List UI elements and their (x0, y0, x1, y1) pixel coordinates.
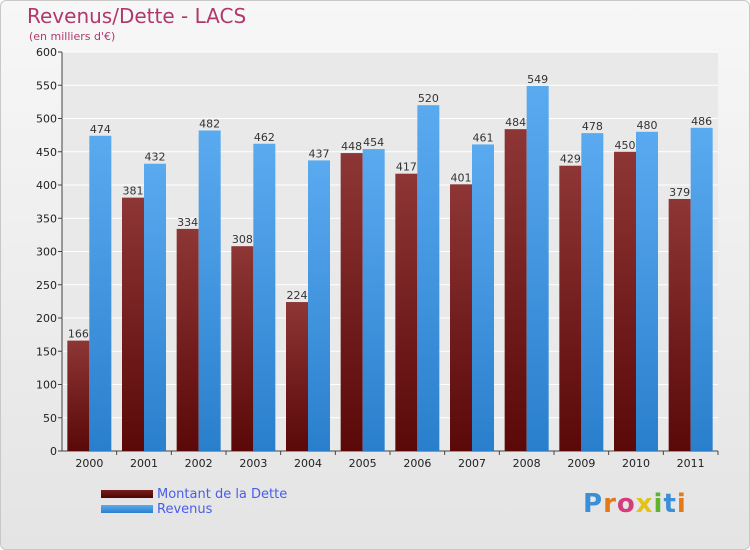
bar-revenus (253, 143, 276, 451)
data-label: 549 (527, 73, 548, 86)
logo-letter: P (583, 489, 604, 519)
logo-letter: t (663, 489, 677, 519)
data-label: 480 (637, 119, 658, 132)
data-label: 429 (560, 153, 581, 166)
data-label: 450 (615, 139, 636, 152)
logo-letter: r (603, 489, 617, 519)
bar-dette (450, 184, 472, 451)
bar-revenus (198, 130, 221, 451)
bar-dette (614, 151, 636, 451)
bar-revenus (144, 163, 166, 451)
data-label: 334 (177, 216, 198, 229)
bar-revenus (526, 85, 549, 451)
logo-letter: x (635, 489, 654, 519)
x-tick-label: 2005 (349, 457, 377, 470)
data-label: 478 (582, 120, 603, 133)
x-tick-label: 2007 (458, 457, 486, 470)
bar-revenus (308, 160, 330, 451)
legend-label-revenus: Revenus (157, 502, 213, 517)
x-tick-label: 2006 (403, 457, 431, 470)
x-tick-label: 2008 (513, 457, 541, 470)
data-label: 437 (309, 147, 330, 160)
data-label: 482 (199, 117, 220, 130)
data-label: 462 (254, 131, 275, 144)
legend-swatch-revenus (101, 505, 153, 513)
bar-revenus (472, 144, 494, 451)
data-label: 461 (473, 131, 494, 144)
y-tick-label: 600 (36, 46, 57, 59)
bar-dette (504, 129, 527, 451)
data-label: 224 (287, 289, 308, 302)
legend-label-dette: Montant de la Dette (157, 487, 288, 502)
y-tick-label: 0 (50, 445, 57, 458)
logo-letter: o (616, 489, 636, 519)
y-tick-label: 50 (43, 412, 57, 425)
data-label: 401 (451, 171, 472, 184)
bar-dette (67, 340, 90, 451)
bar-dette (395, 173, 418, 451)
x-tick-label: 2001 (130, 457, 158, 470)
y-tick-label: 150 (36, 345, 57, 358)
bar-revenus (636, 131, 658, 452)
chart-title: Revenus/Dette - LACS (27, 4, 247, 28)
bar-revenus (362, 149, 385, 451)
data-label: 454 (363, 136, 384, 149)
bar-dette (122, 197, 144, 451)
y-tick-label: 450 (36, 146, 57, 159)
bar-dette (668, 198, 691, 451)
bar-dette (286, 302, 308, 451)
y-tick-label: 300 (36, 246, 57, 259)
bar-dette (559, 165, 582, 451)
y-tick-label: 500 (36, 113, 57, 126)
logo-letter: i (653, 489, 664, 519)
x-tick-label: 2010 (622, 457, 650, 470)
bar-dette (231, 246, 254, 451)
data-label: 166 (68, 328, 89, 341)
x-tick-label: 2000 (75, 457, 103, 470)
bar-revenus (690, 127, 713, 451)
data-label: 520 (418, 92, 439, 105)
x-tick-label: 2009 (567, 457, 595, 470)
legend-swatch-dette (101, 490, 153, 498)
bar-dette (340, 153, 363, 451)
data-label: 308 (232, 233, 253, 246)
data-label: 474 (90, 123, 111, 136)
data-label: 486 (691, 115, 712, 128)
x-tick-label: 2004 (294, 457, 322, 470)
bar-revenus (417, 105, 440, 451)
bar-revenus (581, 133, 604, 451)
data-label: 417 (396, 161, 417, 174)
data-label: 448 (341, 140, 362, 153)
data-label: 381 (123, 185, 144, 198)
data-label: 379 (669, 186, 690, 199)
y-tick-label: 100 (36, 379, 57, 392)
data-label: 432 (145, 151, 166, 164)
logo-letter: i (676, 489, 687, 519)
y-tick-label: 550 (36, 79, 57, 92)
y-tick-label: 250 (36, 279, 57, 292)
chart-subtitle: (en milliers d'€) (29, 30, 116, 43)
y-tick-label: 400 (36, 179, 57, 192)
proxiti-logo: Proxiti (583, 489, 687, 519)
x-tick-label: 2011 (677, 457, 705, 470)
x-tick-label: 2002 (185, 457, 213, 470)
y-tick-label: 200 (36, 312, 57, 325)
x-tick-label: 2003 (239, 457, 267, 470)
y-tick-label: 350 (36, 212, 57, 225)
bar-dette (176, 228, 199, 451)
bar-revenus (89, 135, 112, 452)
data-label: 484 (505, 116, 526, 129)
